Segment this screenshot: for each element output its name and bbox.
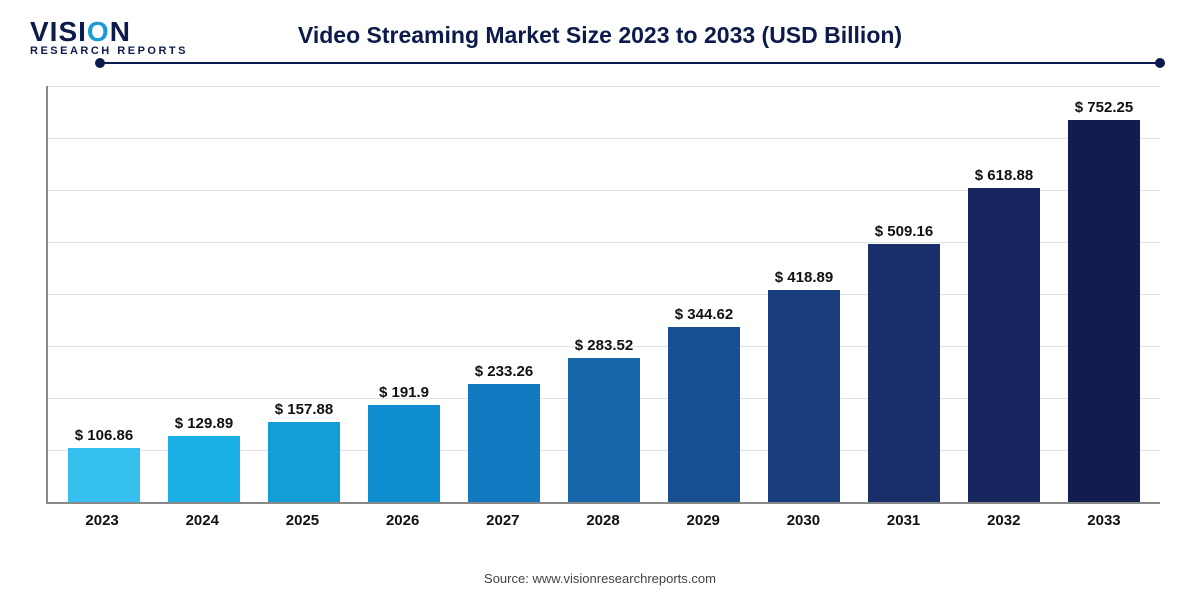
- x-axis-label: 2031: [854, 504, 954, 534]
- bar: [268, 422, 340, 502]
- bar-slot: $ 129.89: [154, 86, 254, 502]
- title-rule: [100, 62, 1160, 64]
- bar-slot: $ 283.52: [554, 86, 654, 502]
- x-axis-label: 2032: [954, 504, 1054, 534]
- bar-slot: $ 106.86: [54, 86, 154, 502]
- bar-value-label: $ 191.9: [379, 384, 429, 401]
- plot-area: $ 106.86 $ 129.89 $ 157.88 $ 191.9 $ 233.26 $…: [46, 86, 1160, 504]
- bar: [568, 358, 640, 502]
- bar-value-label: $ 106.86: [75, 427, 133, 444]
- x-axis-label: 2030: [753, 504, 853, 534]
- bar-value-label: $ 752.25: [1075, 99, 1133, 116]
- x-axis-label: 2024: [152, 504, 252, 534]
- bar: [168, 436, 240, 502]
- bar-value-label: $ 283.52: [575, 337, 633, 354]
- bar-slot: $ 418.89: [754, 86, 854, 502]
- bar-value-label: $ 509.16: [875, 223, 933, 240]
- x-axis-label: 2026: [353, 504, 453, 534]
- bar-slot: $ 509.16: [854, 86, 954, 502]
- chart: $ 106.86 $ 129.89 $ 157.88 $ 191.9 $ 233.26 $…: [46, 86, 1160, 534]
- bar: [968, 188, 1040, 502]
- bar-value-label: $ 418.89: [775, 269, 833, 286]
- x-axis-labels: 2023202420252026202720282029203020312032…: [46, 504, 1160, 534]
- source-text: Source: www.visionresearchreports.com: [0, 571, 1200, 586]
- bar: [468, 384, 540, 502]
- bar-slot: $ 233.26: [454, 86, 554, 502]
- bars-container: $ 106.86 $ 129.89 $ 157.88 $ 191.9 $ 233.26 $…: [48, 86, 1160, 502]
- bar-slot: $ 752.25: [1054, 86, 1154, 502]
- bar-value-label: $ 157.88: [275, 401, 333, 418]
- x-axis-label: 2027: [453, 504, 553, 534]
- bar-value-label: $ 618.88: [975, 167, 1033, 184]
- x-axis-label: 2029: [653, 504, 753, 534]
- x-axis-label: 2025: [252, 504, 352, 534]
- bar: [868, 244, 940, 502]
- bar-value-label: $ 344.62: [675, 306, 733, 323]
- chart-title: Video Streaming Market Size 2023 to 2033…: [0, 22, 1200, 49]
- bar-slot: $ 618.88: [954, 86, 1054, 502]
- bar-slot: $ 157.88: [254, 86, 354, 502]
- bar: [68, 448, 140, 502]
- bar-slot: $ 344.62: [654, 86, 754, 502]
- x-axis-label: 2033: [1054, 504, 1154, 534]
- bar-value-label: $ 233.26: [475, 363, 533, 380]
- bar: [368, 405, 440, 502]
- x-axis-label: 2023: [52, 504, 152, 534]
- bar: [1068, 120, 1140, 502]
- bar: [768, 290, 840, 503]
- bar-value-label: $ 129.89: [175, 415, 233, 432]
- bar: [668, 327, 740, 502]
- bar-slot: $ 191.9: [354, 86, 454, 502]
- x-axis-label: 2028: [553, 504, 653, 534]
